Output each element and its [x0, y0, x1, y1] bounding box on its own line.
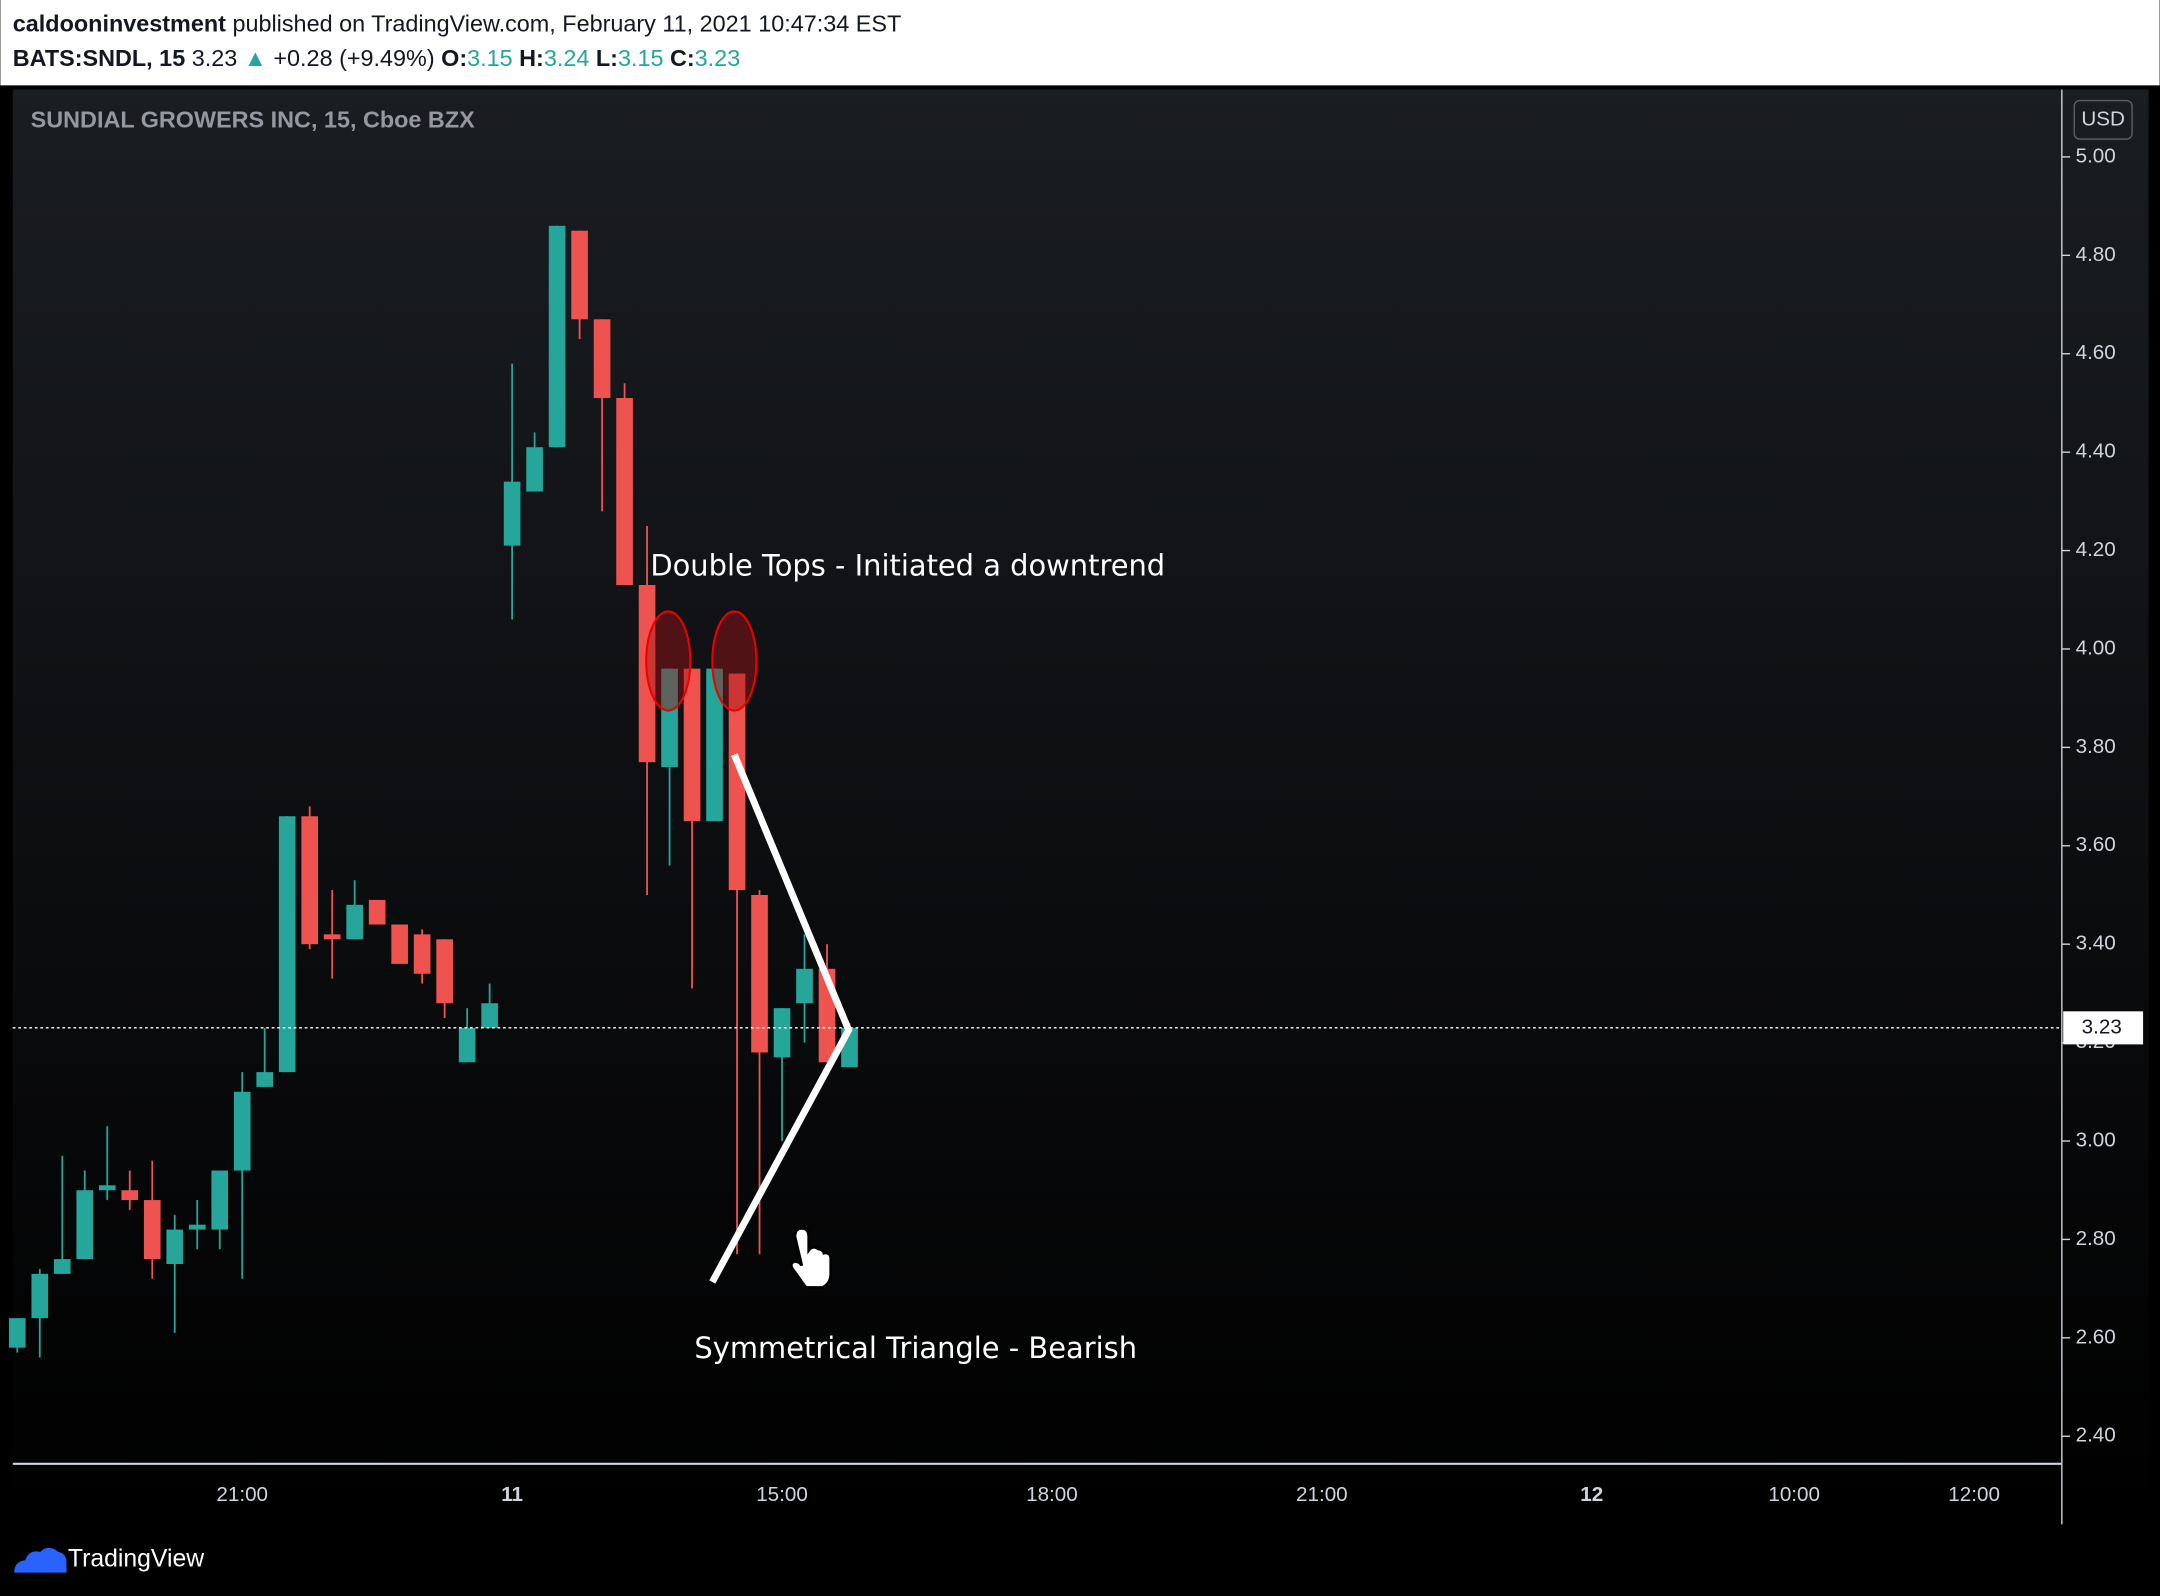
y-tick-label: 4.20: [2076, 538, 2116, 561]
double-top-marker: [711, 610, 758, 712]
header-bar: [0, 0, 2160, 86]
candle-body: [256, 1072, 274, 1087]
ohlc-label: L:: [596, 45, 618, 71]
pane: [12, 89, 2149, 1525]
candle-body: [481, 1003, 498, 1028]
ohlc-value: 3.23: [695, 45, 741, 71]
triangle-lines: [709, 753, 853, 1284]
y-tick-label: 3.80: [2076, 735, 2116, 758]
chart-title: SUNDIAL GROWERS INC, 15, Cboe BZX: [31, 106, 475, 132]
y-tick-label: 4.60: [2076, 341, 2116, 364]
annotation: Symmetrical Triangle - Bearish: [694, 1331, 1137, 1365]
y-unit: USD: [2081, 107, 2125, 130]
candle-body: [751, 894, 768, 1053]
ohlc-value: 3.24: [544, 45, 590, 71]
candle-body: [278, 816, 296, 1073]
y-tick-label: 3.00: [2076, 1128, 2116, 1151]
candle-body: [683, 668, 701, 822]
y-tick-label: 2.40: [2076, 1424, 2116, 1447]
candle-body: [571, 230, 588, 320]
ohlc-label: H:: [519, 45, 544, 71]
drawings: Double Tops - Initiated a downtrend Symm…: [645, 549, 1165, 1365]
last-price-box: [2063, 1011, 2144, 1045]
candle-body: [503, 481, 521, 546]
candle-body: [728, 673, 746, 891]
y-tick-label: 2.80: [2076, 1227, 2116, 1250]
symbol: BATS:SNDL, 15: [13, 45, 185, 71]
x-tick-label: 12: [1580, 1483, 1603, 1506]
hand-icon: [789, 1226, 833, 1289]
ohlc-label: O:: [441, 45, 467, 71]
candle-body: [616, 398, 633, 586]
double-top-marker: [645, 610, 692, 712]
candle-body: [98, 1185, 116, 1191]
candle-body: [458, 1027, 476, 1063]
candle-body: [706, 668, 723, 822]
footer: TradingView: [14, 1546, 204, 1573]
published: published on TradingView.com, February 1…: [232, 11, 901, 37]
last-price-label: 3.23: [2082, 1015, 2122, 1038]
candle-body: [526, 447, 543, 492]
candle-body: [368, 899, 386, 925]
header-line: caldooninvestment published on TradingVi…: [13, 11, 901, 37]
candle-body: [773, 1008, 791, 1058]
logo: [14, 1547, 67, 1573]
candle-body: [661, 668, 678, 768]
brand: TradingView: [68, 1546, 204, 1573]
candle-body: [548, 225, 566, 448]
plot: [8, 225, 2062, 1358]
candle-body: [143, 1200, 161, 1260]
y-tick-label: 4.40: [2076, 440, 2116, 463]
x-tick-label: 12:00: [1948, 1483, 2000, 1506]
candle-body: [413, 934, 431, 974]
price: 3.23: [192, 45, 238, 71]
x-tick-label: 11: [501, 1483, 523, 1506]
candle-body: [121, 1190, 139, 1201]
ohlc-label: C:: [670, 45, 695, 71]
candle-body: [346, 904, 363, 940]
candle-body: [233, 1091, 251, 1171]
y-tick-label: 4.80: [2076, 243, 2116, 266]
candle-body: [436, 939, 453, 1004]
author: caldooninvestment: [13, 11, 226, 37]
candle-body: [53, 1259, 71, 1274]
y-tick-label: 3.60: [2076, 833, 2116, 856]
x-tick-label: 21:00: [1296, 1483, 1348, 1506]
y-tick-label: 4.00: [2076, 636, 2116, 659]
candle-body: [188, 1224, 206, 1230]
candle-body: [796, 968, 813, 1004]
x-tick-label: 15:00: [756, 1483, 808, 1506]
candle-body: [76, 1190, 94, 1260]
candle-body: [323, 934, 341, 940]
candle-body: [166, 1229, 184, 1265]
x-tick-label: 21:00: [216, 1483, 268, 1506]
annotation: Double Tops - Initiated a downtrend: [650, 549, 1165, 583]
candle-body: [391, 924, 408, 964]
x-tick-label: 10:00: [1768, 1483, 1820, 1506]
y-tick-label: 5.00: [2076, 144, 2116, 167]
y-tick-label: 3.40: [2076, 932, 2116, 955]
x-tick-label: 18:00: [1026, 1483, 1078, 1506]
unit-box: [2073, 99, 2133, 140]
ohlc-value: 3.15: [467, 45, 513, 71]
y-tick-label: 2.60: [2076, 1325, 2116, 1348]
candle-body: [593, 319, 611, 399]
change: +0.28 (+9.49%): [273, 45, 434, 71]
symbol-line: BATS:SNDL, 15 3.23 ▲ +0.28 (+9.49%) O:3.…: [13, 45, 740, 71]
candle-body: [31, 1273, 49, 1319]
candle-body: [301, 816, 319, 945]
arrow: ▲: [244, 45, 267, 71]
candle-body: [8, 1318, 26, 1348]
candle-body: [211, 1170, 229, 1230]
ohlc-value: 3.15: [618, 45, 664, 71]
